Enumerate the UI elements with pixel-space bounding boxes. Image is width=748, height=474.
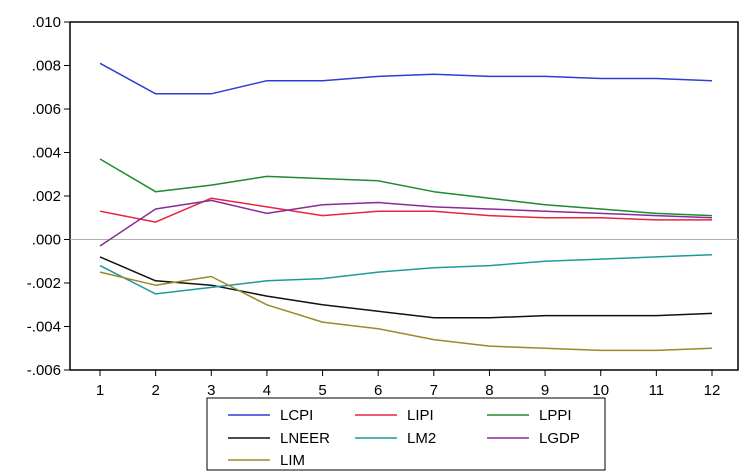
y-tick-label: .010 — [32, 14, 61, 31]
x-tick-label: 9 — [541, 382, 549, 399]
x-axis: 1 2 3 4 5 6 7 8 9 10 11 12 — [96, 370, 721, 399]
x-tick-label: 7 — [430, 382, 438, 399]
plot-frame — [69, 21, 739, 371]
x-tick-label: 8 — [485, 382, 493, 399]
legend-label-lgdp: LGDP — [539, 430, 580, 447]
x-tick-label: 4 — [263, 382, 271, 399]
legend-label-lppi: LPPI — [539, 407, 572, 424]
series-line-lim — [99, 271, 713, 352]
y-tick-label: .000 — [32, 232, 61, 249]
legend-label-lim: LIM — [280, 452, 305, 469]
series-line-lppi — [99, 158, 713, 217]
x-tick-label: 11 — [649, 382, 665, 399]
legend-label-lneer: LNEER — [280, 430, 330, 447]
y-tick-label: .002 — [32, 188, 61, 205]
y-axis: .010 .008 .006 .004 .002 .000 -.002 -.004 -.006 — [27, 14, 70, 379]
y-tick-label: -.004 — [27, 319, 61, 336]
series-line-lneer — [99, 256, 713, 319]
y-tick-label: .006 — [32, 101, 61, 118]
x-tick-label: 3 — [207, 382, 215, 399]
series-line-lm2 — [99, 253, 713, 295]
legend-label-lm2: LM2 — [407, 430, 436, 447]
x-tick-label: 6 — [374, 382, 382, 399]
y-tick-label: -.002 — [27, 275, 61, 292]
x-tick-label: 10 — [592, 382, 609, 399]
legend-label-lcpi: LCPI — [280, 407, 313, 424]
x-tick-label: 12 — [704, 382, 721, 399]
legend-label-lipi: LIPI — [407, 407, 434, 424]
x-tick-label: 2 — [151, 382, 159, 399]
series-line-lcpi — [99, 62, 713, 95]
x-tick-label: 5 — [318, 382, 326, 399]
series-lines — [99, 62, 713, 352]
legend: LCPI LIPI LPPI LNEER LM2 LGDP LIM — [206, 397, 606, 471]
legend-box — [206, 397, 606, 471]
series-line-lgdp — [99, 199, 713, 247]
y-tick-label: .008 — [32, 58, 61, 75]
x-tick-label: 1 — [96, 382, 104, 399]
y-tick-label: -.006 — [27, 362, 61, 379]
y-tick-label: .004 — [32, 145, 61, 162]
